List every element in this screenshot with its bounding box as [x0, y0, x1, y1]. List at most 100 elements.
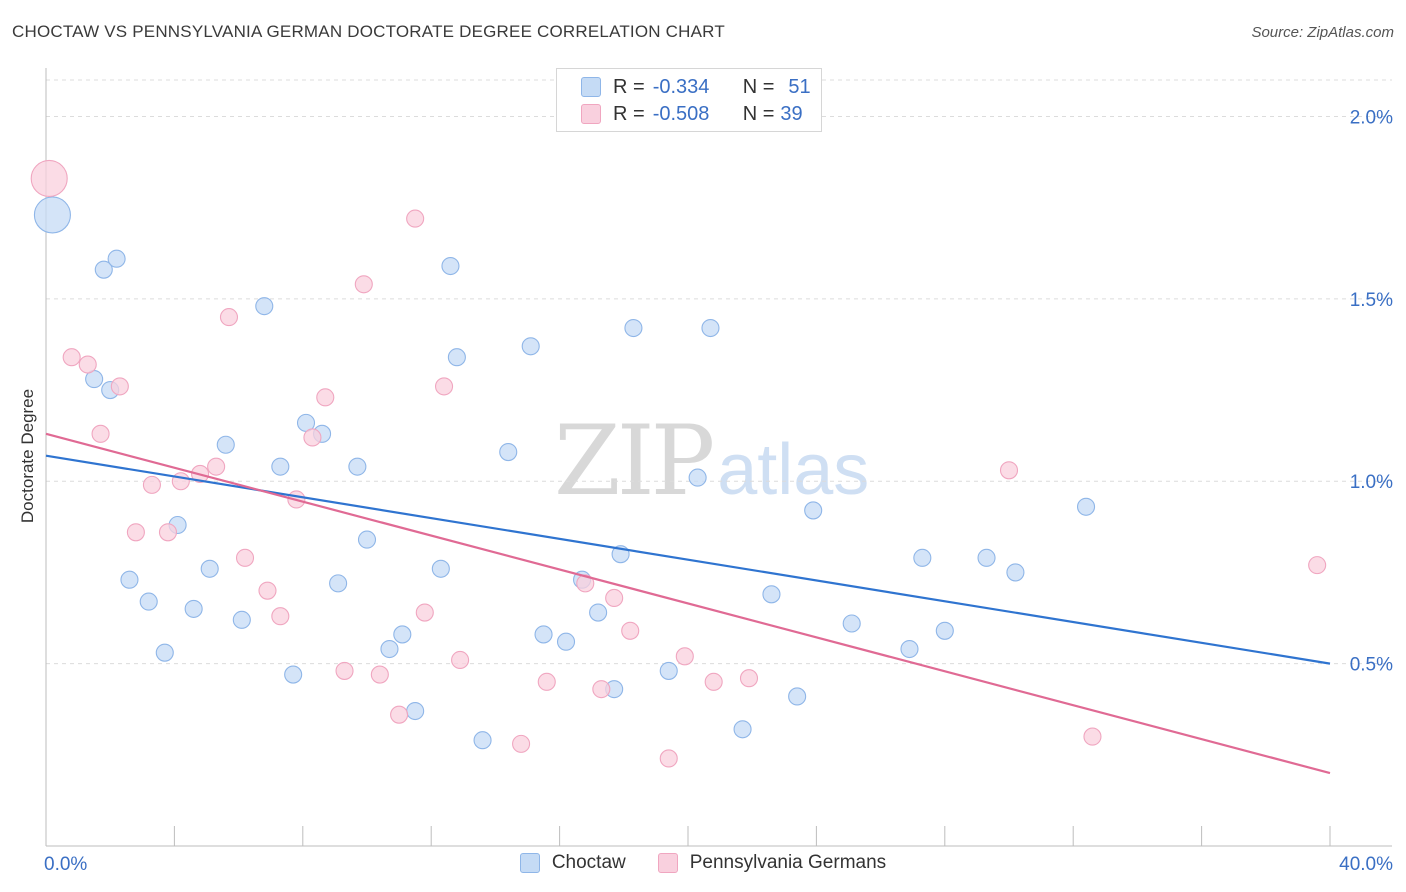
choctaw-point [431, 559, 450, 578]
choctaw-point [120, 570, 139, 589]
choctaw-point [473, 731, 492, 750]
x-tick-label: 40.0% [1339, 854, 1393, 875]
pennsylvania-germans-point [605, 588, 624, 608]
choctaw-point [155, 643, 174, 662]
pennsylvania-germans-point [91, 424, 110, 443]
choctaw-point [762, 585, 781, 604]
legend-row-pennsylvania-germans: R = -0.508 N = 39 [581, 102, 803, 126]
choctaw-point [589, 603, 608, 622]
legend-swatch-choctaw [581, 77, 601, 97]
choctaw-point [701, 318, 720, 338]
pennsylvania-germans-point [576, 574, 595, 593]
choctaw-point [788, 687, 807, 706]
choctaw-point [900, 639, 919, 659]
legend-r-label: R = [613, 75, 645, 98]
y-tick-label: 1.0% [1350, 472, 1393, 493]
choctaw-point [1076, 497, 1096, 516]
source-label: Source: ZipAtlas.com [1251, 24, 1394, 41]
stats-legend: R = -0.334 N = 51 R = -0.508 N = 39 [556, 68, 822, 132]
choctaw-point [284, 665, 303, 684]
legend-n-label: N = [742, 75, 775, 98]
pennsylvania-germans-point [1308, 556, 1327, 575]
pennsylvania-germans-point [219, 308, 239, 327]
choctaw-point [348, 457, 367, 476]
choctaw-point [271, 457, 290, 476]
choctaw-point [913, 548, 932, 567]
choctaw-point [107, 249, 126, 268]
series-legend-choctaw: Choctaw [519, 852, 626, 874]
pennsylvania-germans-point [659, 749, 678, 768]
legend-r-value: -0.508 [652, 102, 710, 125]
choctaw-point [688, 468, 707, 487]
choctaw-point [139, 592, 158, 611]
choctaw-point [441, 256, 460, 276]
choctaw-point [534, 625, 553, 644]
choctaw-point [935, 621, 954, 640]
pennsylvania-germans-point [271, 607, 290, 626]
choctaw-point [624, 318, 643, 338]
pennsylvania-germans-point [235, 548, 255, 567]
pennsylvania-germans-point [451, 650, 470, 670]
chart-title: CHOCTAW VS PENNSYLVANIA GERMAN DOCTORATE… [12, 22, 725, 41]
pennsylvania-germans-point [316, 388, 335, 407]
y-tick-label: 0.5% [1350, 655, 1393, 676]
legend-n-value: 39 [780, 102, 803, 125]
series-legend-swatch-choctaw [519, 853, 540, 873]
choctaw-point [447, 348, 466, 367]
choctaw-point [977, 548, 996, 567]
pennsylvania-germans-point [30, 159, 68, 198]
legend-n-label: N = [742, 102, 775, 125]
choctaw-point [406, 701, 425, 721]
choctaw-point [804, 501, 823, 520]
pennsylvania-germans-point [207, 457, 226, 476]
series-legend-pennsylvania-germans: Pennsylvania Germans [657, 852, 886, 874]
choctaw-point [216, 435, 235, 454]
x-tick-label: 0.0% [44, 854, 87, 875]
pennsylvania-germans-point [335, 661, 354, 680]
pennsylvania-germans-point [354, 275, 373, 294]
choctaw-point [659, 661, 678, 680]
choctaw-point [94, 260, 113, 279]
pennsylvania-germans-point [592, 680, 611, 699]
legend-n-value: 51 [788, 75, 811, 98]
series-legend-label-choctaw: Choctaw [551, 852, 626, 873]
legend-r-value: -0.334 [652, 75, 710, 98]
legend-swatch-pennsylvania-germans [581, 104, 601, 124]
pennsylvania-germans-point [675, 647, 694, 666]
choctaw-point [1006, 563, 1025, 582]
pennsylvania-germans-point [110, 377, 129, 396]
pennsylvania-germans-point [158, 523, 178, 542]
pennsylvania-germans-point [621, 621, 640, 640]
choctaw-point [842, 614, 861, 633]
choctaw-point [380, 639, 399, 659]
choctaw-point [393, 625, 412, 644]
pennsylvania-germans-point [303, 428, 322, 447]
pennsylvania-germans-point [434, 377, 454, 396]
series-legend: Choctaw Pennsylvania Germans [0, 852, 1406, 874]
pennsylvania-germans-point [78, 355, 97, 374]
pennsylvania-germans-point [512, 734, 531, 753]
pennsylvania-germans-point [415, 603, 434, 622]
pennsylvania-germans-point [126, 523, 145, 542]
pennsylvania-germans-point [390, 705, 409, 724]
pennsylvania-germans-point [171, 472, 190, 491]
choctaw-point [232, 610, 251, 629]
pennsylvania-germans-trend-line [45, 432, 1331, 775]
y-tick-label: 2.0% [1350, 107, 1393, 128]
choctaw-point [499, 443, 518, 462]
choctaw-point [200, 559, 219, 578]
series-legend-swatch-pennsylvania-germans [657, 853, 678, 873]
choctaw-point [33, 196, 71, 234]
y-tick-label: 1.5% [1350, 290, 1393, 311]
legend-row-choctaw: R = -0.334 N = 51 [581, 75, 811, 99]
choctaw-point [733, 720, 752, 739]
pennsylvania-germans-point [142, 475, 161, 494]
choctaw-point [329, 574, 348, 593]
choctaw-point [357, 530, 377, 549]
pennsylvania-germans-point [704, 672, 723, 691]
pennsylvania-germans-point [999, 461, 1019, 480]
choctaw-point [184, 599, 203, 618]
choctaw-point [255, 297, 274, 316]
pennsylvania-germans-point [1083, 727, 1102, 746]
